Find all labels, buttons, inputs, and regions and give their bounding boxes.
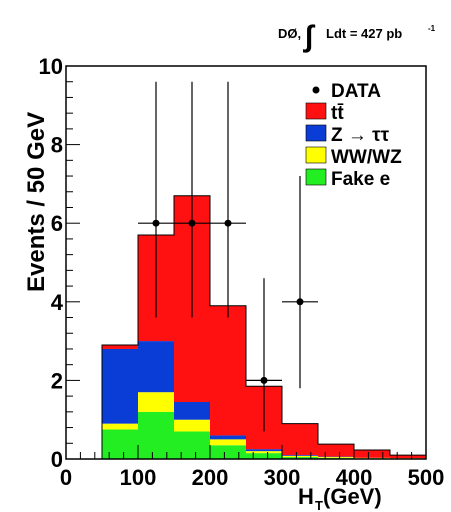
bar-ww-wz-bin-3 xyxy=(210,439,246,446)
x-tick-label: 500 xyxy=(408,465,445,490)
x-tick-label: 100 xyxy=(120,465,157,490)
legend-swatch xyxy=(305,124,327,142)
bar-tt--bin-5 xyxy=(282,423,318,456)
legend-entry-3: WW/WZ xyxy=(305,146,402,168)
legend-label: tt̄ xyxy=(331,103,344,124)
data-marker xyxy=(260,376,268,384)
bar-ww-wz-bin-2 xyxy=(174,419,210,432)
bar-tt--bin-7 xyxy=(354,449,390,458)
legend-entry-1: tt̄ xyxy=(305,102,344,124)
bar-z--bin-1 xyxy=(138,341,174,393)
bar-z--bin-2 xyxy=(174,402,210,420)
data-point-4 xyxy=(282,176,318,389)
legend-label: Fake e xyxy=(331,169,390,190)
luminosity-exponent: -1 xyxy=(428,24,436,33)
bar-fake-e-bin-4 xyxy=(246,453,282,459)
data-marker xyxy=(224,219,232,227)
plot-frame xyxy=(65,65,427,460)
legend-label: Z → ττ xyxy=(331,125,390,146)
data-point-1 xyxy=(174,81,210,318)
bar-fake-e-bin-2 xyxy=(174,431,210,459)
bar-fake-e-bin-1 xyxy=(138,411,174,459)
bar-tt--bin-3 xyxy=(210,305,246,436)
bar-fake-e-bin-3 xyxy=(210,445,246,459)
axes xyxy=(65,65,427,460)
bar-tt--bin-8 xyxy=(390,455,426,459)
y-tick-label: 6 xyxy=(51,211,63,236)
x-tick-label: 300 xyxy=(264,465,301,490)
ticks: 0 100 200 300 400 500 0 2 4 6 8 10 xyxy=(39,54,445,490)
y-tick-label: 8 xyxy=(51,133,63,158)
x-tick-label: 0 xyxy=(60,465,72,490)
bar-tt--bin-0 xyxy=(102,345,138,349)
bar-tt--bin-6 xyxy=(318,444,354,457)
luminosity-label: Ldt = 427 pb xyxy=(326,26,402,41)
legend-entry-2: Z → ττ xyxy=(305,124,390,146)
y-tick-label: 2 xyxy=(51,368,63,393)
bar-ww-wz-bin-0 xyxy=(102,423,138,430)
bar-z--bin-3 xyxy=(210,435,246,440)
legend-swatch xyxy=(305,168,327,186)
y-tick-label: 10 xyxy=(39,54,63,79)
bar-ww-wz-bin-5 xyxy=(282,455,318,458)
bar-fake-e-bin-0 xyxy=(102,429,138,459)
bar-z--bin-5 xyxy=(282,455,318,456)
y-tick-label: 0 xyxy=(51,447,63,472)
data-point-3 xyxy=(246,278,282,432)
legend-data-marker xyxy=(312,86,320,94)
data-points xyxy=(138,81,318,432)
bar-ww-wz-bin-4 xyxy=(246,451,282,454)
bar-z--bin-0 xyxy=(102,348,138,424)
data-marker xyxy=(188,219,196,227)
legend-entry-0: DATA xyxy=(312,81,381,102)
experiment-label: DØ, xyxy=(278,26,301,41)
x-axis-label: H T (GeV) xyxy=(298,484,382,512)
x-axis-label-unit: (GeV) xyxy=(323,484,382,509)
y-axis-label: Events / 50 GeV xyxy=(23,112,50,292)
bar-ww-wz-bin-6 xyxy=(318,457,354,458)
x-tick-label: 400 xyxy=(336,465,373,490)
legend-swatch xyxy=(305,102,327,120)
x-tick-label: 200 xyxy=(192,465,229,490)
data-marker xyxy=(296,298,304,306)
bar-fake-e-bin-5 xyxy=(282,457,318,459)
bar-z--bin-4 xyxy=(246,449,282,452)
x-axis-label-main: H xyxy=(298,484,314,509)
legend-swatch xyxy=(305,146,327,164)
legend-entry-4: Fake e xyxy=(305,168,390,190)
legend-label: WW/WZ xyxy=(331,147,402,168)
header-label: DØ, ∫ Ldt = 427 pb -1 xyxy=(278,20,436,53)
bar-ww-wz-bin-1 xyxy=(138,392,174,412)
data-marker xyxy=(152,219,160,227)
legend-label: DATA xyxy=(331,81,381,102)
data-point-0 xyxy=(138,81,174,318)
data-point-2 xyxy=(210,81,246,318)
integral-symbol: ∫ xyxy=(303,20,316,53)
y-tick-label: 4 xyxy=(51,290,64,315)
x-axis-label-sub: T xyxy=(315,498,323,512)
